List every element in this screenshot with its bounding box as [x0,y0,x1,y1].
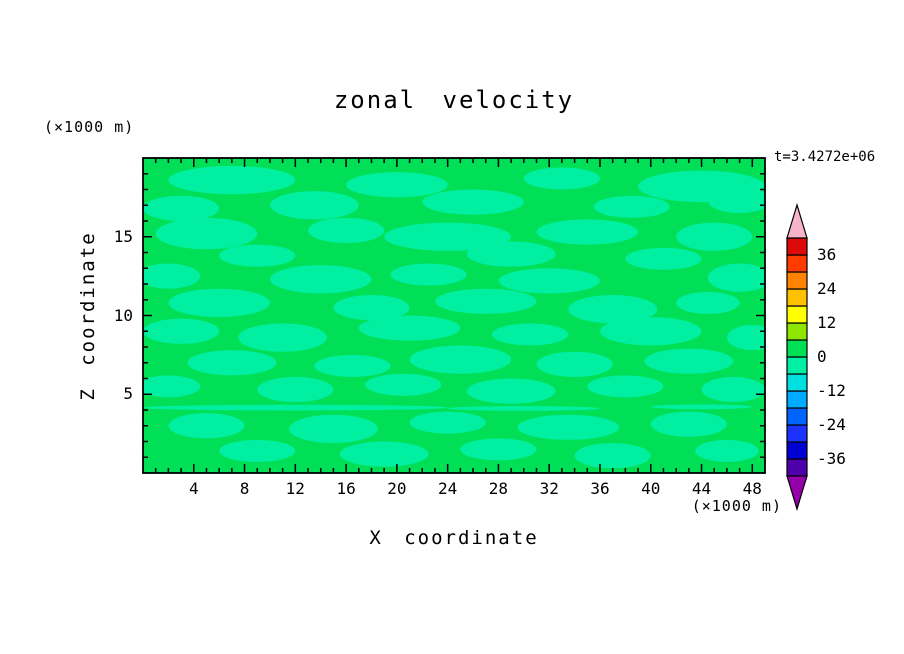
contour-blob [625,247,702,270]
contour-blob [447,406,600,411]
contour-blob [498,268,600,294]
contour-blob [155,217,258,250]
contour-blob [644,348,734,374]
contour-blob [365,373,442,396]
y-axis-unit-label: (×1000 m) [44,118,135,136]
contour-blob [536,351,613,377]
contour-blob [168,413,245,439]
contour-blob [593,195,670,218]
x-axis-title: X coordinate [369,527,539,549]
contour-blob [269,191,359,220]
contour-blob [346,172,448,198]
contour-blob [143,263,201,289]
contour-blob [257,376,334,403]
contour-blob [701,376,765,403]
contour-blob [650,411,727,437]
contour-blob [143,195,220,221]
contour-blob [409,345,512,374]
contour-blob [219,439,296,462]
contour-blob [574,443,651,469]
contour-blob [390,263,467,286]
contour-blob [695,439,759,462]
contour-field [143,158,765,473]
contour-blob [466,241,556,267]
contour-blob [676,222,753,251]
contour-blob [269,265,372,294]
contour-blob [492,323,569,346]
contour-blob [517,414,620,440]
y-axis-title: Z coordinate [77,231,99,401]
contour-blob [523,167,600,190]
contour-blob [466,378,556,404]
colorbar-over-arrow [786,202,808,239]
contour-blob [587,375,664,398]
contour-blob [384,222,512,251]
contour-blob [409,411,486,434]
contour-blob [314,354,391,377]
contour-blob [143,318,220,344]
contour-blob [168,288,270,318]
contour-blob [707,263,765,292]
axis-ticks [143,158,765,473]
contour-blob [168,165,296,195]
contour-blob [143,375,201,398]
contour-blob [460,438,537,461]
contour-blob [536,219,639,245]
contour-blob [726,324,765,351]
contour-blob [238,323,328,352]
contour-blob [339,441,429,467]
contour-blob [422,189,524,215]
contour-blob [333,295,410,321]
chart-title: zonal velocity [333,86,575,114]
colorbar-under-arrow [786,475,808,512]
contour-blob [707,187,765,214]
contour-blob [434,288,537,314]
contour-blob [308,217,385,244]
x-axis-unit-label: (×1000 m) [691,497,782,515]
time-annotation: t=3.4272e+06 [774,149,876,165]
contour-blob [568,295,658,324]
contour-blob [288,414,378,444]
colorbar [786,202,808,512]
contour-blob [219,244,296,267]
contour-blob [599,317,702,346]
contour-blob [650,404,753,410]
contour-blob [358,315,461,341]
contour-blob [143,404,448,411]
contour-blob [676,291,740,314]
contour-blob [187,350,277,376]
